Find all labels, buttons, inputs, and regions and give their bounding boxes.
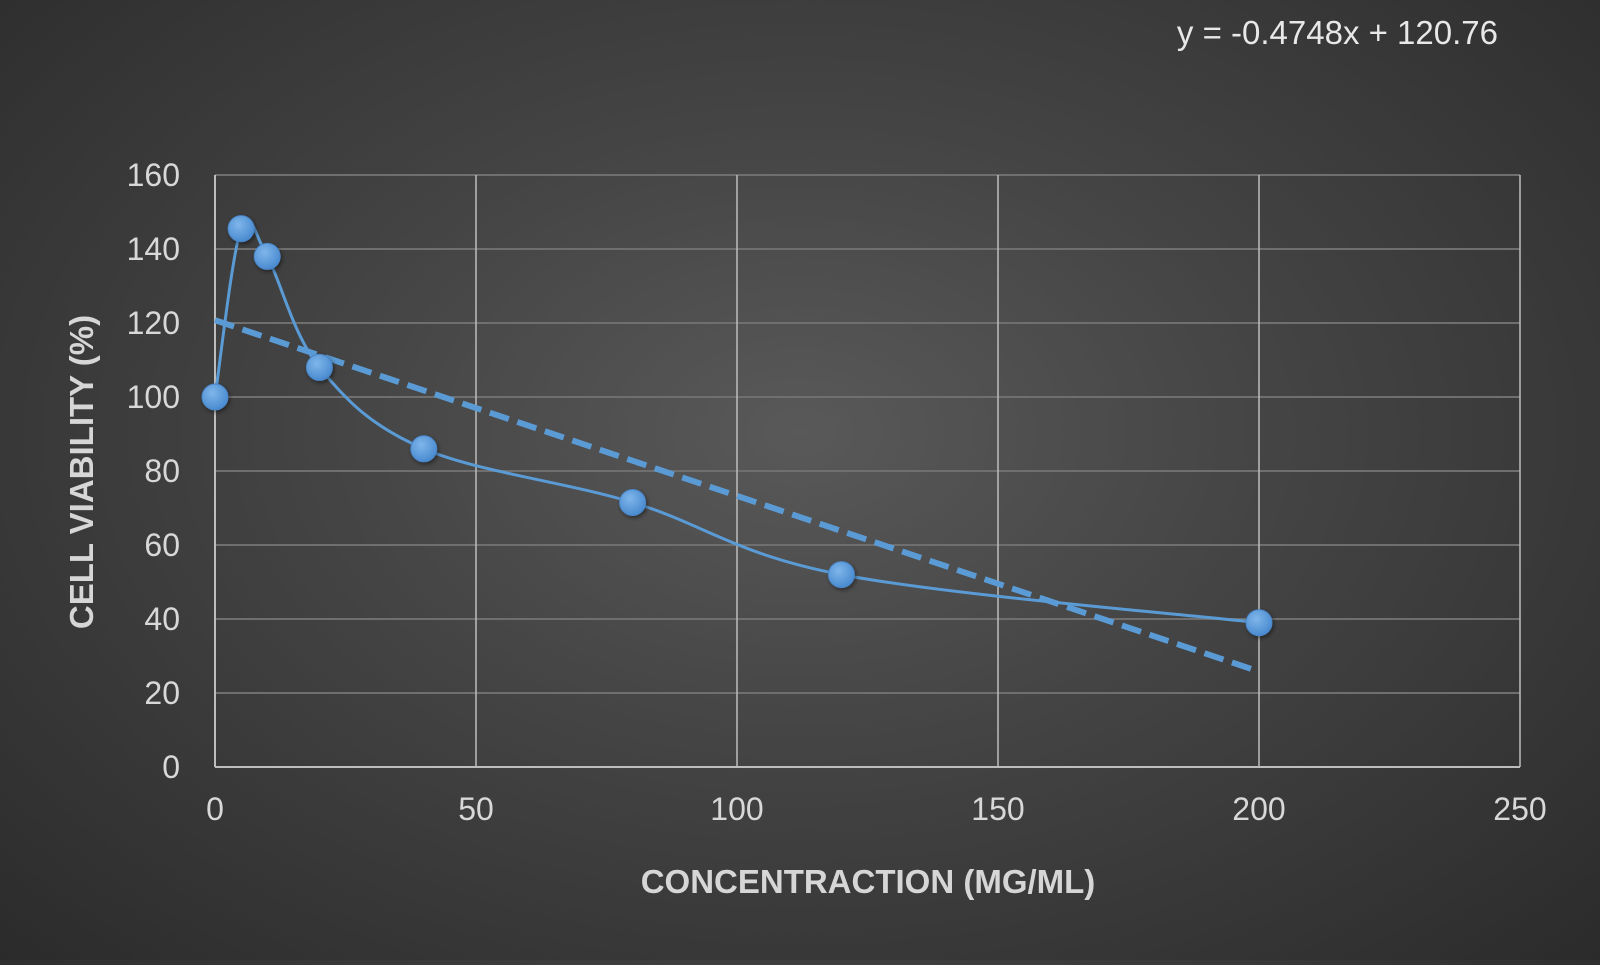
- data-point: [1245, 609, 1273, 637]
- series-group: [201, 215, 1273, 637]
- data-point: [410, 435, 438, 463]
- data-point: [201, 383, 229, 411]
- y-tick-label: 0: [162, 749, 180, 785]
- y-tick-label: 100: [127, 379, 180, 415]
- x-tick-label: 50: [458, 791, 494, 827]
- data-point: [305, 353, 333, 381]
- y-tick-label: 40: [144, 601, 180, 637]
- grid: [215, 174, 1521, 767]
- data-point: [227, 215, 255, 243]
- axes: [214, 175, 1520, 768]
- y-axis-label: CELL VIABILITY (%): [63, 315, 100, 629]
- data-point: [827, 561, 855, 589]
- y-tick-label: 160: [127, 157, 180, 193]
- x-tick-label: 200: [1232, 791, 1285, 827]
- x-tick-label: 0: [206, 791, 224, 827]
- data-point: [619, 488, 647, 516]
- y-tick-label: 120: [127, 305, 180, 341]
- data-point: [253, 242, 281, 270]
- x-tick-label: 250: [1493, 791, 1546, 827]
- y-tick-label: 80: [144, 453, 180, 489]
- trendline: [214, 317, 1260, 675]
- tick-labels: 0 20 40 60 80 100 120 140 160 0 50 100 150 200 250: [127, 157, 1547, 827]
- x-tick-label: 100: [710, 791, 763, 827]
- y-tick-label: 140: [127, 231, 180, 267]
- x-axis-label: CONCENTRACTION (MG/ML): [641, 863, 1096, 900]
- x-tick-label: 150: [971, 791, 1024, 827]
- trendline-equation: y = -0.4748x + 120.76: [1177, 14, 1498, 51]
- y-tick-label: 60: [144, 527, 180, 563]
- y-tick-label: 20: [144, 675, 180, 711]
- trendline-group: [214, 317, 1260, 675]
